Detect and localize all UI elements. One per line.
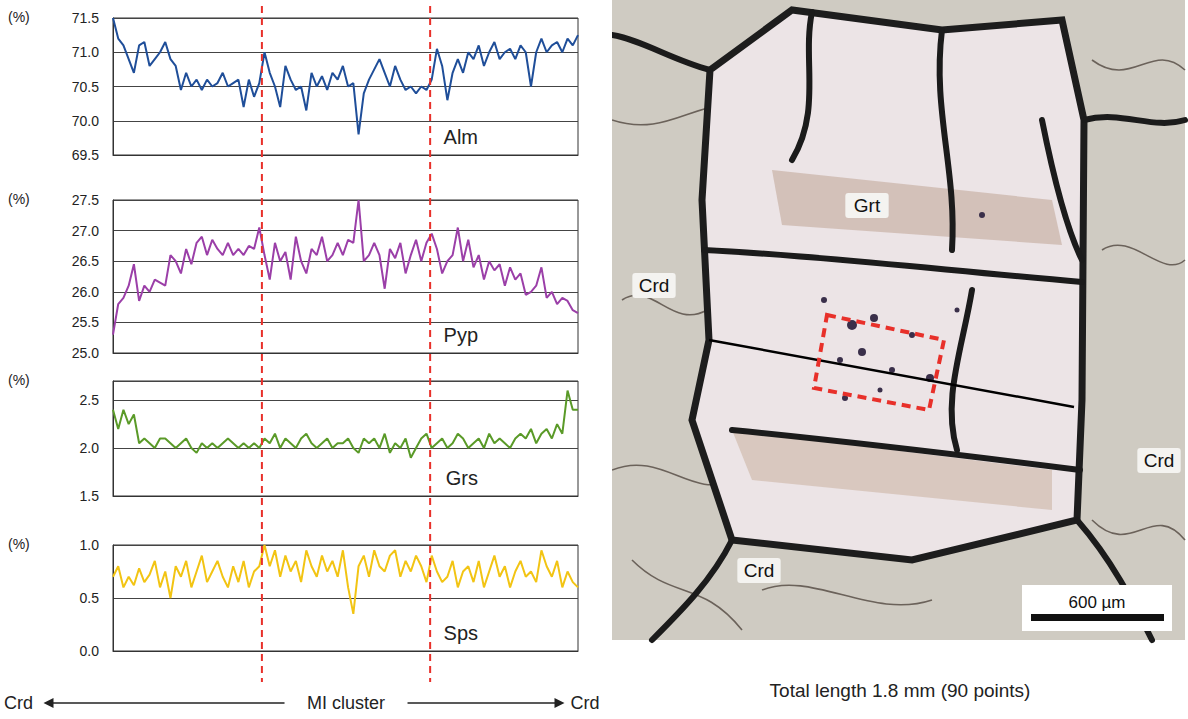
svg-text:2.0: 2.0 bbox=[80, 440, 100, 456]
svg-text:Crd: Crd bbox=[4, 693, 33, 713]
svg-text:71.5: 71.5 bbox=[72, 10, 99, 26]
svg-text:69.5: 69.5 bbox=[72, 147, 99, 163]
svg-text:Total length 1.8 mm (90 points: Total length 1.8 mm (90 points) bbox=[770, 680, 1031, 701]
svg-text:27.5: 27.5 bbox=[72, 192, 99, 208]
svg-text:(%): (%) bbox=[8, 9, 30, 25]
svg-text:Crd: Crd bbox=[1144, 450, 1175, 471]
svg-text:Crd: Crd bbox=[639, 275, 670, 296]
svg-text:600 µm: 600 µm bbox=[1068, 593, 1125, 612]
svg-text:Pyp: Pyp bbox=[444, 324, 478, 346]
svg-text:27.0: 27.0 bbox=[72, 223, 99, 239]
svg-text:70.5: 70.5 bbox=[72, 79, 99, 95]
svg-text:70.0: 70.0 bbox=[72, 113, 99, 129]
svg-text:(%): (%) bbox=[8, 536, 30, 552]
svg-text:25.0: 25.0 bbox=[72, 345, 99, 361]
svg-text:0.0: 0.0 bbox=[80, 643, 100, 659]
svg-text:Crd: Crd bbox=[744, 560, 775, 581]
svg-text:71.0: 71.0 bbox=[72, 44, 99, 60]
svg-text:Sps: Sps bbox=[444, 622, 478, 644]
svg-text:Grt: Grt bbox=[854, 195, 881, 216]
svg-text:25.5: 25.5 bbox=[72, 314, 99, 330]
svg-text:1.0: 1.0 bbox=[80, 537, 100, 553]
svg-text:1.5: 1.5 bbox=[80, 488, 100, 504]
svg-text:Alm: Alm bbox=[444, 126, 478, 148]
svg-text:(%): (%) bbox=[8, 372, 30, 388]
svg-text:26.0: 26.0 bbox=[72, 284, 99, 300]
svg-text:0.5: 0.5 bbox=[80, 590, 100, 606]
svg-text:MI cluster: MI cluster bbox=[307, 693, 385, 713]
svg-text:26.5: 26.5 bbox=[72, 253, 99, 269]
svg-text:Crd: Crd bbox=[571, 693, 600, 713]
svg-text:(%): (%) bbox=[8, 191, 30, 207]
svg-text:Grs: Grs bbox=[446, 467, 478, 489]
svg-text:2.5: 2.5 bbox=[80, 392, 100, 408]
